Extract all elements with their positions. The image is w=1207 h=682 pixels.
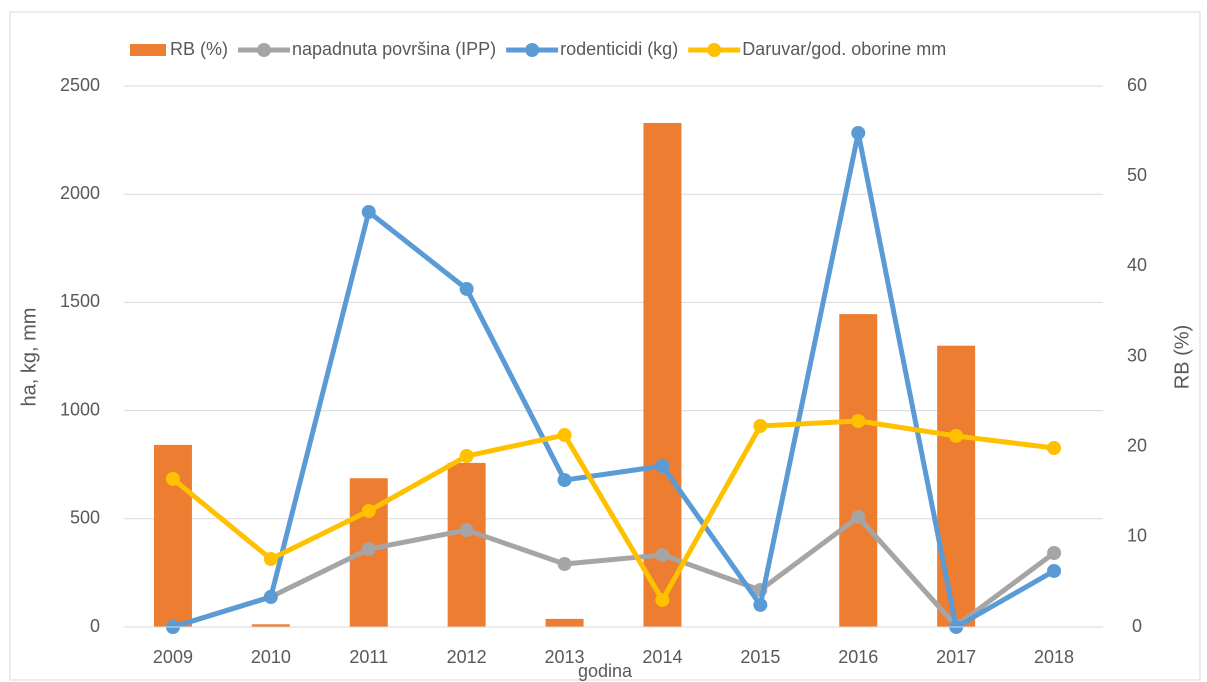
x-tick-label: 2017 — [936, 647, 976, 667]
marker — [263, 589, 278, 604]
marker — [1047, 545, 1062, 560]
marker — [851, 413, 866, 428]
marker — [459, 281, 474, 296]
marker — [655, 592, 670, 607]
marker — [557, 557, 572, 572]
y2-tick-label: 40 — [1127, 255, 1147, 275]
y-tick-label: 1000 — [60, 399, 100, 419]
y-tick-label: 2500 — [60, 75, 100, 95]
y2-tick-label: 60 — [1127, 75, 1147, 95]
x-tick-label: 2018 — [1034, 647, 1074, 667]
x-tick-label: 2009 — [153, 647, 193, 667]
y-tick-label: 500 — [70, 508, 100, 528]
marker — [263, 552, 278, 567]
marker — [165, 471, 180, 486]
y-axis-title: ha, kg, mm — [18, 308, 40, 407]
marker — [459, 523, 474, 538]
bar — [937, 345, 976, 627]
marker — [655, 458, 670, 473]
marker — [361, 204, 376, 219]
x-axis-title: godina — [578, 661, 633, 681]
line — [172, 514, 1056, 630]
marker — [1047, 563, 1062, 578]
legend-label: Daruvar/god. oborine mm — [742, 39, 946, 59]
marker — [655, 547, 670, 562]
y-tick-label: 0 — [90, 616, 100, 636]
x-tick-label: 2013 — [545, 647, 585, 667]
y-tick-label: 1500 — [60, 291, 100, 311]
marker — [459, 449, 474, 464]
marker — [361, 542, 376, 557]
line — [171, 418, 1055, 603]
bar — [839, 314, 878, 627]
legend-label: rodenticidi (kg) — [560, 39, 678, 59]
line — [172, 130, 1056, 630]
y2-tick-label: 50 — [1127, 165, 1147, 185]
marker — [557, 428, 572, 443]
legend-label: RB (%) — [170, 39, 228, 59]
marker — [753, 418, 768, 433]
bar — [251, 624, 290, 627]
marker — [851, 125, 866, 140]
x-tick-label: 2011 — [349, 647, 388, 667]
legend-swatch — [130, 44, 166, 56]
x-tick-label: 2014 — [642, 647, 682, 667]
bar — [643, 122, 682, 628]
marker — [851, 510, 866, 525]
bar — [545, 618, 584, 627]
y2-tick-label: 0 — [1132, 616, 1142, 636]
x-tick-label: 2015 — [740, 647, 780, 667]
marker — [557, 473, 572, 488]
marker — [949, 428, 964, 443]
bar — [447, 462, 486, 627]
x-tick-label: 2016 — [838, 647, 878, 667]
y2-tick-label: 30 — [1127, 345, 1147, 365]
marker — [361, 504, 376, 519]
y2-axis-title: RB (%) — [1171, 325, 1193, 389]
legend-marker — [525, 43, 540, 57]
legend-marker — [257, 43, 271, 57]
y2-tick-label: 20 — [1127, 435, 1147, 455]
marker — [1047, 441, 1062, 456]
y-tick-label: 2000 — [60, 183, 100, 203]
marker — [753, 597, 768, 612]
y2-tick-label: 10 — [1127, 526, 1147, 546]
x-tick-label: 2010 — [251, 647, 291, 667]
chart-border — [9, 11, 1201, 681]
legend-label: napadnuta površina (IPP) — [292, 39, 496, 59]
x-tick-label: 2012 — [447, 647, 487, 667]
legend-marker — [707, 43, 722, 57]
